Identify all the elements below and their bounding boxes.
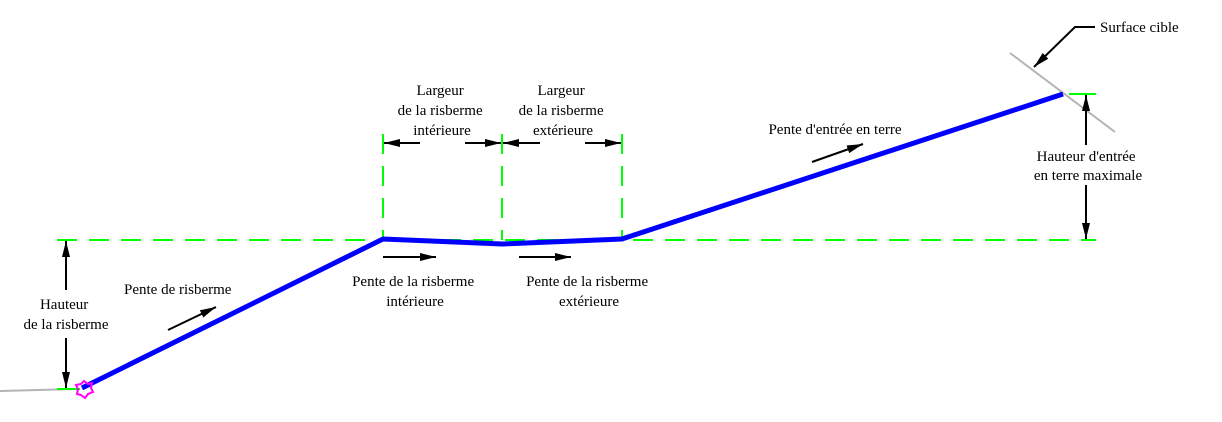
pente-int-label: Pente de la risberme intérieure: [352, 274, 478, 310]
surface-cible-leader-arrow: [1033, 26, 1095, 68]
pente-risberme-arrow: [167, 306, 217, 331]
largeur-ext-line-2: de la risberme: [519, 103, 604, 119]
hauteur-entree-label: Hauteur d'entrée en terre maximale: [1034, 149, 1143, 184]
largeur-ext-line-1: Largeur: [538, 83, 585, 99]
largeur-int-line-1: Largeur: [417, 83, 464, 99]
hauteur-entree-line-1: Hauteur d'entrée: [1037, 149, 1136, 165]
start-point-marker-icon: [74, 379, 95, 400]
pente-risberme-label: Pente de risberme: [124, 282, 232, 298]
hauteur-risberme-line-1: Hauteur: [40, 297, 88, 313]
pente-ext-label: Pente de la risberme extérieure: [526, 274, 652, 310]
hauteur-entree-line-2: en terre maximale: [1034, 168, 1143, 184]
pente-entree-arrow: [811, 143, 864, 163]
hauteur-risberme-label: Hauteur de la risberme: [24, 297, 109, 333]
pente-entree-label: Pente d'entrée en terre: [768, 122, 901, 138]
largeur-int-label: Largeur de la risberme intérieure: [398, 83, 487, 139]
slope-profile: [80, 91, 1064, 391]
surface-cible-label: Surface cible: [1100, 20, 1179, 36]
largeur-int-line-2: de la risberme: [398, 103, 483, 119]
pente-int-line-1: Pente de la risberme: [352, 274, 474, 290]
largeur-ext-label: Largeur de la risberme extérieure: [519, 83, 608, 139]
pente-ext-line-2: extérieure: [559, 294, 619, 310]
pente-int-line-2: intérieure: [386, 294, 444, 310]
largeur-ext-line-3: extérieure: [533, 123, 593, 139]
hauteur-risberme-line-2: de la risberme: [24, 317, 109, 333]
pente-ext-line-1: Pente de la risberme: [526, 274, 648, 290]
largeur-int-line-3: intérieure: [413, 123, 471, 139]
